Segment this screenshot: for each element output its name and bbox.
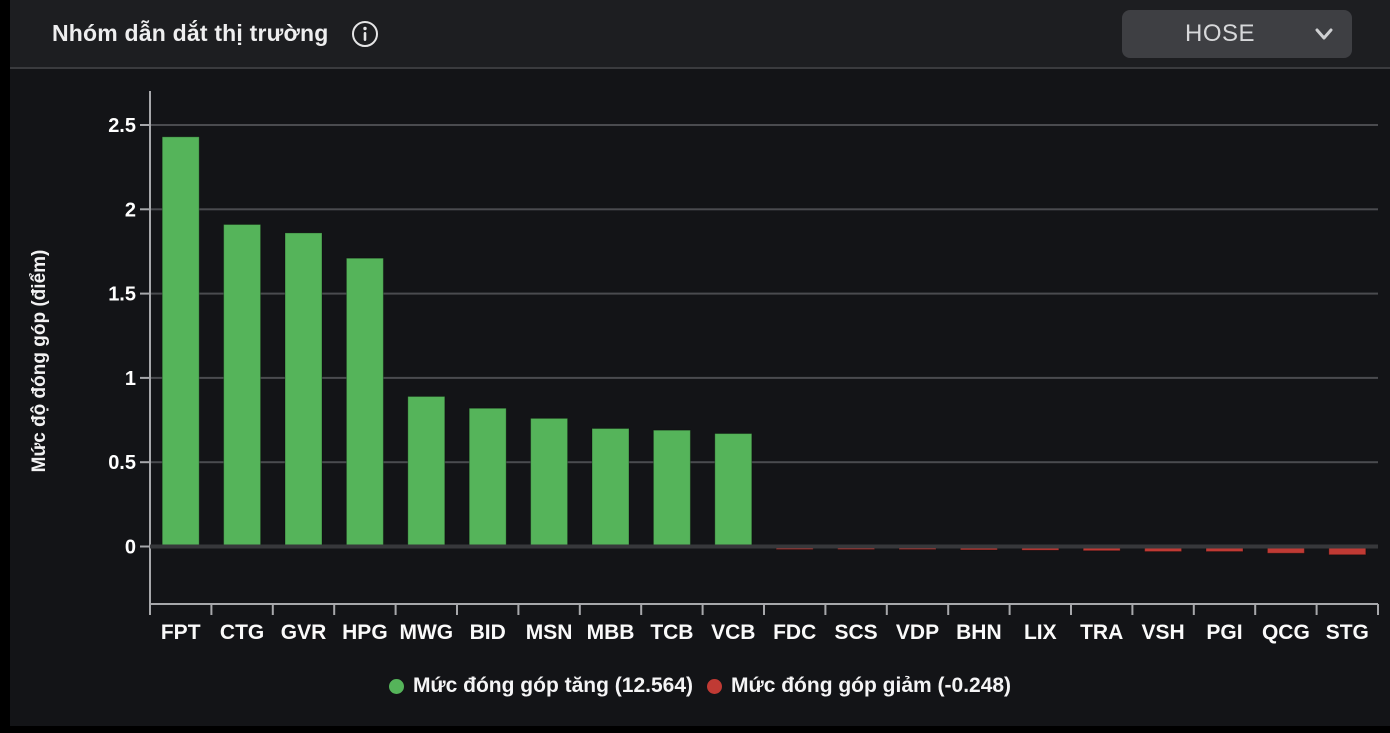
gridline — [150, 376, 1378, 379]
x-label-MSN: MSN — [526, 621, 573, 644]
legend-item[interactable]: Mức đóng góp giảm (-0.248) — [707, 674, 1011, 698]
chart-legend: Mức đóng góp tăng (12.564) Mức đóng góp g… — [10, 674, 1390, 698]
x-tick — [947, 604, 950, 615]
x-label-PGI: PGI — [1206, 621, 1242, 644]
x-tick — [1315, 604, 1318, 615]
x-tick — [824, 604, 827, 615]
y-tick — [140, 292, 150, 295]
y-tick — [140, 461, 150, 464]
x-label-MBB: MBB — [587, 621, 635, 644]
market-selector-value: HOSE — [1184, 19, 1255, 47]
y-tick-label: 1.5 — [108, 284, 136, 306]
x-label-MWG: MWG — [399, 621, 453, 644]
x-label-FPT: FPT — [161, 621, 201, 644]
bar-BID[interactable] — [468, 407, 507, 547]
x-label-FDC: FDC — [773, 621, 816, 644]
y-tick-label: 1 — [125, 368, 136, 390]
x-tick — [701, 604, 704, 615]
x-label-QCG: QCG — [1262, 621, 1310, 644]
x-tick — [456, 604, 458, 615]
x-tick — [1254, 604, 1257, 615]
y-tick-label: 2 — [125, 199, 136, 221]
plot-area: 0 0.5 1 1.5 2 2.5 FPT CTG GVR HPG MWG BID MSN MBB TCB V… — [108, 91, 1379, 644]
x-label-STG: STG — [1326, 621, 1369, 644]
gridline — [150, 292, 1378, 295]
x-label-TRA: TRA — [1080, 621, 1123, 644]
x-tick — [394, 604, 397, 615]
x-tick — [333, 604, 336, 615]
x-label-TCB: TCB — [650, 621, 693, 644]
gridline — [150, 124, 1378, 126]
x-label-VDP: VDP — [896, 621, 939, 644]
x-tick — [1377, 604, 1379, 615]
info-icon[interactable] — [351, 20, 379, 48]
y-tick — [140, 124, 150, 126]
bar-GVR[interactable] — [284, 232, 323, 548]
x-tick — [149, 604, 151, 615]
bar-MWG[interactable] — [407, 395, 446, 548]
x-tick — [1008, 604, 1011, 615]
bar-VCB[interactable] — [714, 433, 753, 547]
bar-FPT[interactable] — [161, 136, 200, 547]
x-tick — [763, 604, 765, 615]
x-tick — [1131, 604, 1134, 615]
x-label-HPG: HPG — [342, 621, 388, 644]
bar-HPG[interactable] — [345, 257, 384, 547]
x-tick — [885, 604, 888, 615]
x-label-GVR: GVR — [281, 621, 327, 644]
gridline — [150, 208, 1378, 211]
x-tick — [640, 604, 643, 615]
x-label-VCB: VCB — [711, 621, 755, 644]
x-tick — [517, 604, 520, 615]
x-tick — [210, 604, 213, 615]
market-selector-dropdown[interactable]: HOSE — [1122, 9, 1352, 58]
legend-label: Mức đóng góp tăng (12.564) — [412, 674, 693, 697]
gridline — [150, 461, 1378, 464]
y-tick — [140, 545, 150, 548]
x-label-BHN: BHN — [956, 621, 1002, 644]
bar-chart: Mức độ đóng góp (điểm) 0 0.5 1 1.5 2 2.5 FPT CT… — [10, 71, 1390, 726]
x-tick — [1070, 604, 1072, 615]
x-label-VSH: VSH — [1142, 621, 1185, 644]
y-tick-label: 2.5 — [108, 115, 136, 137]
legend-dot-icon — [707, 678, 722, 694]
bar-TCB[interactable] — [652, 429, 691, 547]
market-leaders-widget: Nhóm dẫn dắt thị trường HOSE Mức độ đóng… — [10, 0, 1390, 726]
x-tick — [271, 604, 274, 615]
legend-dot-icon — [388, 678, 404, 694]
x-label-CTG: CTG — [220, 621, 264, 644]
x-tick — [578, 604, 581, 615]
x-label-BID: BID — [470, 621, 506, 644]
y-tick — [140, 376, 150, 379]
legend-label: Mức đóng góp giảm (-0.248) — [731, 674, 1012, 697]
x-tick — [1192, 604, 1195, 615]
x-label-LIX: LIX — [1024, 621, 1057, 644]
chevron-down-icon — [1312, 24, 1336, 49]
bar-CTG[interactable] — [223, 223, 262, 547]
y-tick-label: 0 — [125, 537, 136, 559]
page-title: Nhóm dẫn dắt thị trường — [52, 20, 329, 46]
zero-line — [150, 544, 1378, 549]
legend-item[interactable]: Mức đóng góp tăng (12.564) — [388, 674, 693, 698]
bar-MSN[interactable] — [530, 417, 569, 548]
y-tick — [140, 208, 150, 211]
x-label-SCS: SCS — [835, 621, 878, 644]
y-axis-line — [149, 91, 151, 615]
bar-MBB[interactable] — [591, 427, 630, 548]
y-tick-label: 0.5 — [108, 452, 136, 474]
widget-header: Nhóm dẫn dắt thị trường HOSE — [10, 0, 1390, 69]
